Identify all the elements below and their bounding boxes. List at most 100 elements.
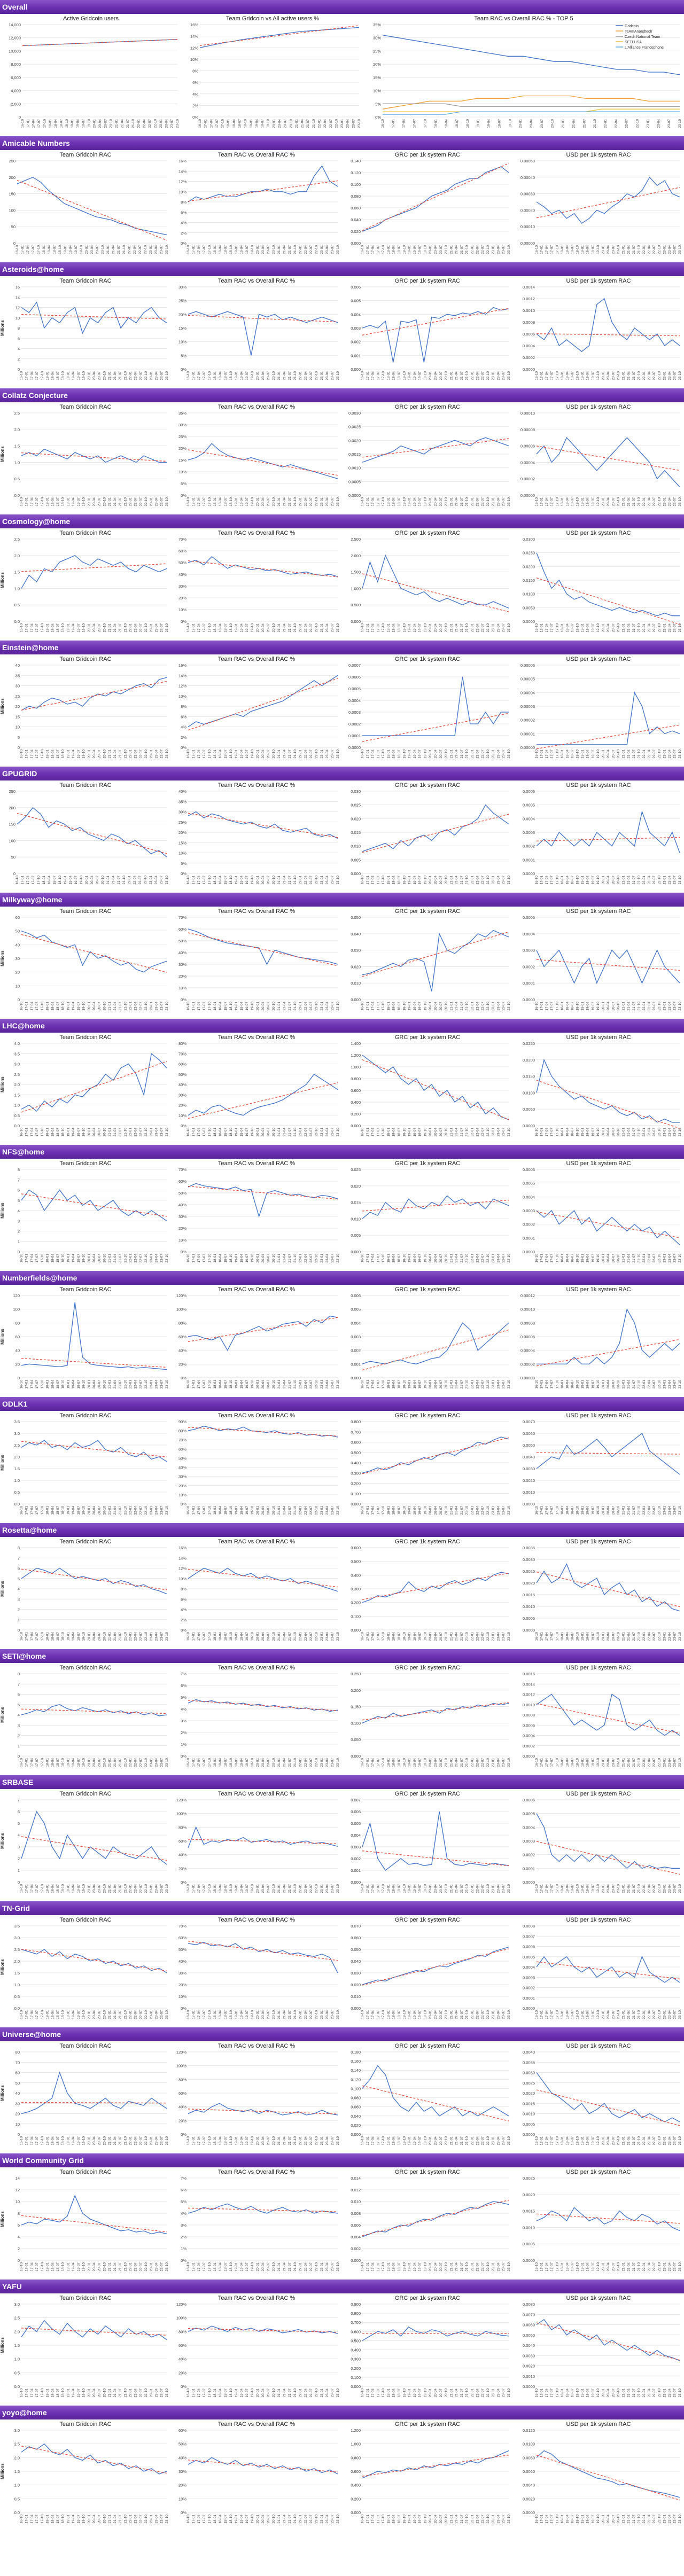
chart-usd-per-1k: USD per 1k system RAC0.00000.00050.00100… [523, 2043, 682, 2145]
x-tick-label: 20-10 [101, 245, 105, 254]
x-tick-label: 21-07 [119, 623, 122, 633]
x-tick-label: 17-04 [371, 1632, 375, 1641]
x-tick-label: 17-07 [35, 1506, 39, 1515]
x-tick-label: 23-07 [673, 1884, 677, 1893]
x-tick-label: 22-07 [139, 1002, 143, 1011]
x-tick-label: 21-01 [277, 1128, 281, 1137]
x-tick-label: 22-10 [636, 119, 640, 128]
x-tick-label: 17-10 [41, 750, 44, 759]
x-tick-label: 21-01 [108, 1002, 112, 1011]
x-tick-label: 23-10 [507, 245, 511, 254]
x-tick-label: 17-07 [35, 1128, 39, 1137]
x-tick-label: 21-04 [113, 2388, 117, 2398]
x-tick-label: 23-04 [496, 1758, 500, 1767]
series-line [21, 2443, 167, 2474]
x-tick-label: 23-04 [325, 371, 329, 380]
x-tick-label: 19-04 [255, 119, 259, 128]
y-unit-label: Millions [0, 1959, 5, 1975]
x-tick-label: 19-10 [82, 1380, 86, 1389]
chart-title: Team RAC vs Overall RAC % [218, 1791, 295, 1797]
x-tick-label: 21-04 [455, 1884, 458, 1893]
y-unit-label: Millions [0, 698, 5, 714]
x-tick-label: 20-07 [267, 1380, 270, 1389]
y-tick-label: 0.0010 [523, 2112, 535, 2117]
y-tick-label: 2% [181, 1730, 186, 1735]
y-tick-label: 0.012 [351, 2188, 361, 2192]
x-tick-label: 20-04 [92, 1506, 96, 1515]
x-tick-label: 23-01 [150, 497, 153, 506]
trend-line [536, 333, 680, 337]
x-tick-label: 20-01 [601, 1380, 605, 1389]
x-tick-label: 23-01 [663, 1254, 666, 1263]
x-tick-label: 23-04 [496, 2388, 500, 2398]
x-tick-label: 17-04 [197, 2515, 201, 2524]
x-tick-label: 20-10 [445, 2515, 448, 2524]
x-tick-label: 17-07 [203, 1380, 206, 1389]
x-tick-label: 20-10 [617, 876, 620, 885]
y-tick-label: 50 [15, 2081, 20, 2086]
y-tick-label: 0.0250 [523, 551, 535, 556]
x-tick-label: 20-10 [445, 876, 448, 885]
x-tick-label: 16-10 [186, 371, 190, 380]
x-tick-label: 18-04 [219, 1128, 222, 1137]
x-tick-label: 22-10 [144, 1884, 148, 1893]
x-tick-label: 20-01 [256, 2388, 260, 2398]
x-tick-label: 21-04 [455, 1128, 458, 1137]
x-tick-label: 22-04 [476, 2262, 479, 2271]
section-project: World Community Grid Team Gridcoin RAC Mil… [0, 2153, 684, 2280]
x-tick-label: 17-01 [366, 1002, 370, 1011]
x-tick-label: 20-10 [272, 2262, 276, 2271]
x-tick-label: 17-07 [376, 876, 380, 885]
x-tick-label: 19-10 [251, 1506, 254, 1515]
y-tick-label: 40 [15, 663, 20, 668]
y-tick-label: 1 [18, 1744, 20, 1748]
x-tick-label: 19-01 [235, 876, 238, 885]
x-tick-label: 20-07 [612, 2515, 616, 2524]
x-tick-label: 19-07 [418, 1884, 422, 1893]
y-tick-label: 0% [181, 619, 186, 624]
x-tick-label: 21-04 [455, 1758, 458, 1767]
x-tick-label: 19-07 [245, 1758, 249, 1767]
y-tick-label: 20% [178, 2118, 186, 2123]
x-tick-label: 19-07 [74, 245, 78, 254]
x-tick-label: 22-04 [304, 623, 308, 633]
x-tick-label: 18-04 [392, 1758, 396, 1767]
x-tick-label: 21-10 [637, 1632, 641, 1641]
x-tick-label: 21-01 [449, 245, 453, 254]
y-tick-label: 100% [176, 1307, 187, 1312]
x-tick-label: 21-07 [119, 1128, 122, 1137]
y-tick-label: 0% [181, 493, 186, 498]
x-tick-label: 23-01 [492, 371, 495, 380]
x-tick-label: 20-10 [617, 1254, 620, 1263]
x-tick-label: 20-10 [272, 1884, 276, 1893]
x-tick-label: 19-01 [235, 1632, 238, 1641]
x-tick-label: 17-01 [192, 497, 196, 506]
x-tick-label: 17-07 [550, 1128, 554, 1137]
x-tick-label: 21-04 [455, 2262, 458, 2271]
x-tick-label: 19-07 [74, 876, 78, 885]
y-tick-label: 15% [178, 458, 186, 463]
y-tick-label: 40% [178, 1203, 186, 1207]
x-tick-label: 19-10 [423, 1380, 427, 1389]
y-tick-label: 0.500 [351, 603, 361, 607]
trend-line [188, 560, 338, 577]
x-tick-label: 21-04 [113, 1002, 117, 1011]
x-tick-label: 20-01 [87, 1506, 91, 1515]
x-tick-label: 20-07 [267, 497, 270, 506]
x-tick-label: 20-07 [612, 1380, 616, 1389]
y-tick-label: 0.900 [351, 2302, 361, 2307]
x-tick-label: 19-04 [413, 245, 417, 254]
x-tick-label: 20-01 [429, 1632, 432, 1641]
x-tick-label: 20-04 [607, 2388, 610, 2398]
x-tick-label: 21-10 [293, 497, 297, 506]
x-tick-label: 18-07 [224, 876, 228, 885]
x-tick-label: 19-01 [235, 1002, 238, 1011]
x-tick-label: 19-10 [82, 2010, 86, 2019]
chart-grc-per-1k: GRC per 1k system RAC0.0000.1000.2000.30… [351, 1412, 511, 1515]
x-tick-label: 22-01 [129, 1506, 133, 1515]
x-tick-label: 17-10 [555, 1506, 559, 1515]
x-tick-label: 22-01 [471, 2010, 475, 2019]
series-line [21, 1302, 167, 1370]
x-tick-label: 18-01 [561, 2262, 564, 2271]
